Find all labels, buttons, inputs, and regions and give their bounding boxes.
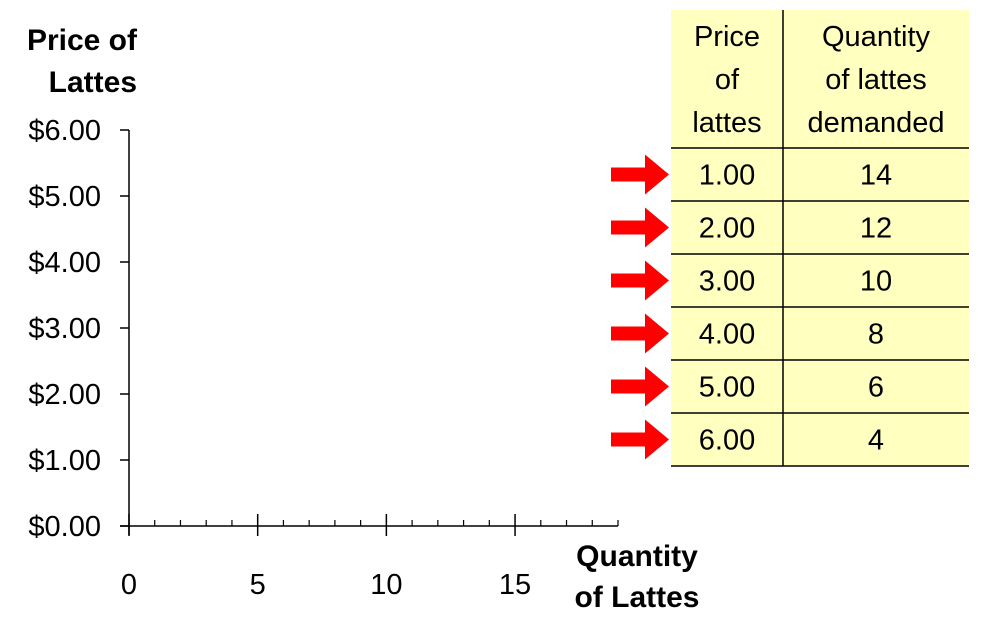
- x-tick-label: 15: [499, 569, 531, 601]
- x-ticks: 0 5 10 15: [121, 514, 619, 601]
- table-rows: 1.00 14 2.00 12 3.00 10 4.00 8 5.00 6 6.00 4: [671, 147, 969, 467]
- header-price-line-3: lattes: [692, 107, 761, 139]
- x-tick-label: 0: [121, 569, 137, 601]
- y-tick-label: $3.00: [28, 313, 101, 345]
- y-tick-label: $4.00: [28, 247, 101, 279]
- table-cell-quantity: 14: [860, 160, 892, 192]
- row-arrow-icon: [611, 260, 669, 301]
- header-price-line-1: Price: [694, 21, 760, 53]
- table-background: [671, 10, 969, 466]
- chart-axes: [120, 130, 618, 535]
- demand-schedule-table: Price of lattes Quantity of lattes deman…: [671, 10, 969, 467]
- x-axis-label-line-2: of Lattes: [574, 581, 699, 614]
- row-arrow-icon: [611, 366, 669, 407]
- header-price-line-2: of: [715, 64, 740, 96]
- row-arrow-icon: [611, 154, 669, 195]
- row-arrow-icon: [611, 313, 669, 354]
- row-arrow-icon: [611, 207, 669, 248]
- y-tick-label: $2.00: [28, 379, 101, 411]
- header-quantity-line-2: of lattes: [825, 64, 927, 96]
- table-cell-quantity: 6: [868, 372, 884, 404]
- y-tick-label: $5.00: [28, 181, 101, 213]
- table-cell-quantity: 10: [860, 266, 892, 298]
- table-cell-price: 3.00: [699, 266, 755, 298]
- header-quantity-line-3: demanded: [807, 107, 944, 139]
- y-tick-label: $0.00: [28, 511, 101, 543]
- table-cell-price: 2.00: [699, 213, 755, 245]
- table-cell-price: 6.00: [699, 425, 755, 457]
- table-cell-quantity: 4: [868, 425, 884, 457]
- x-axis-label-line-1: Quantity: [576, 540, 698, 573]
- y-ticks: $6.00 $5.00 $4.00 $3.00 $2.00 $1.00 $0.00: [28, 115, 129, 543]
- table-cell-price: 4.00: [699, 319, 755, 351]
- x-tick-label: 5: [250, 569, 266, 601]
- y-tick-label: $6.00: [28, 115, 101, 147]
- row-arrow-icon: [611, 419, 669, 460]
- table-cell-price: 1.00: [699, 160, 755, 192]
- table-cell-quantity: 12: [860, 213, 892, 245]
- table-cell-quantity: 8: [868, 319, 884, 351]
- table-cell-price: 5.00: [699, 372, 755, 404]
- y-axis-label-line-1: Price of: [27, 24, 138, 57]
- y-tick-label: $1.00: [28, 445, 101, 477]
- y-axis-label-line-2: Lattes: [49, 66, 137, 99]
- row-arrows: [611, 154, 669, 460]
- x-tick-label: 10: [370, 569, 402, 601]
- header-quantity-line-1: Quantity: [822, 21, 930, 53]
